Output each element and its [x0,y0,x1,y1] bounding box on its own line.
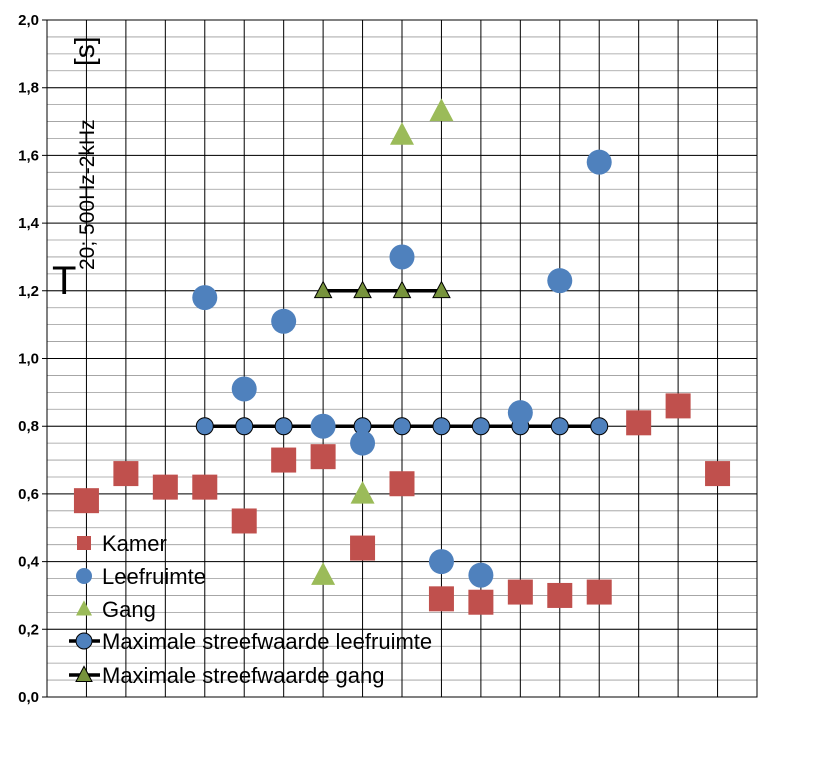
legend-label-gang: Gang [102,597,156,622]
plot-area [73,98,731,615]
data-point-gang [350,480,375,504]
data-point-kamer [350,535,376,561]
y-tick-label: 1,6 [18,147,39,164]
y-axis-label-subscript: 20; 500Hz-2kHz [76,119,99,270]
data-point-kamer [626,410,652,436]
legend-label-maximale-streefwaarde-leefruimte: Maximale streefwaarde leefruimte [102,629,432,654]
legend-marker-gang [76,600,92,616]
data-point-kamer [428,586,454,612]
legend-label-maximale-streefwaarde-gang: Maximale streefwaarde gang [102,663,384,688]
data-point-leefruimte [586,149,612,175]
data-point-maximale-streefwaarde-leefruimte [550,417,569,436]
y-axis-label: T 20; 500Hz-2kHz [s] [52,36,100,303]
data-point-kamer [113,461,139,487]
data-point-kamer [192,474,218,500]
data-point-maximale-streefwaarde-gang [392,280,412,299]
major-gridlines [42,19,758,698]
data-point-kamer [665,393,691,419]
data-point-kamer [468,589,494,615]
plot-border [46,19,758,698]
data-point-kamer [152,474,178,500]
data-point-kamer [231,508,257,534]
legend-marker-maximale-streefwaarde-gang [75,665,93,682]
data-point-maximale-streefwaarde-leefruimte [432,417,451,436]
data-point-leefruimte [310,413,336,439]
data-point-gang [429,98,454,122]
data-point-leefruimte [468,562,494,588]
data-point-maximale-streefwaarde-leefruimte [195,417,214,436]
y-axis-label-unit: [s] [69,36,100,66]
data-point-leefruimte [350,430,376,456]
data-point-kamer [547,582,573,608]
y-tick-label: 0,8 [18,418,39,435]
y-axis-label-symbol: T [52,259,76,303]
data-point-kamer [586,579,612,605]
data-point-maximale-streefwaarde-gang [432,280,451,299]
y-tick-label: 1,8 [18,80,39,97]
data-point-leefruimte [389,244,415,270]
data-point-leefruimte [507,400,533,426]
data-point-leefruimte [192,285,218,311]
y-tick-label: 1,0 [18,351,39,368]
data-point-leefruimte [547,268,573,294]
data-point-leefruimte [231,376,257,402]
y-tick-label: 0,2 [18,621,39,638]
legend-marker-leefruimte [76,568,92,584]
y-tick-label: 1,4 [18,215,40,232]
data-point-maximale-streefwaarde-leefruimte [235,417,254,436]
y-tick-label: 1,2 [18,283,39,300]
data-point-gang [311,562,336,585]
legend-marker-kamer [77,536,91,550]
data-point-maximale-streefwaarde-gang [313,280,333,299]
data-point-maximale-streefwaarde-leefruimte [274,417,293,436]
data-point-maximale-streefwaarde-leefruimte [590,417,609,436]
data-point-gang [390,122,414,145]
data-point-kamer [271,447,297,473]
y-tick-label: 2,0 [18,12,39,29]
data-point-leefruimte [271,308,297,334]
y-axis-ticks: 0,0 0,2 0,4 0,6 0,8 1,0 1,2 1,4 1,6 1,8 2,0 [18,12,40,706]
data-point-leefruimte [428,549,454,575]
data-point-kamer [310,444,336,470]
data-point-kamer [507,579,533,605]
data-point-maximale-streefwaarde-leefruimte [393,417,411,436]
data-point-maximale-streefwaarde-leefruimte [471,417,490,436]
data-point-kamer [705,461,731,487]
y-tick-label: 0,0 [18,689,39,706]
data-point-kamer [73,488,99,514]
legend-label-leefruimte: Leefruimte [102,564,206,589]
y-tick-label: 0,4 [18,554,40,571]
y-tick-label: 0,6 [18,486,39,503]
legend-marker-maximale-streefwaarde-leefruimte [75,632,93,650]
data-point-kamer [389,471,415,497]
legend-label-kamer: Kamer [102,531,167,556]
data-point-maximale-streefwaarde-gang [353,280,372,299]
legend: Kamer Leefruimte Gang Maximale streefwaarde… [69,531,432,688]
